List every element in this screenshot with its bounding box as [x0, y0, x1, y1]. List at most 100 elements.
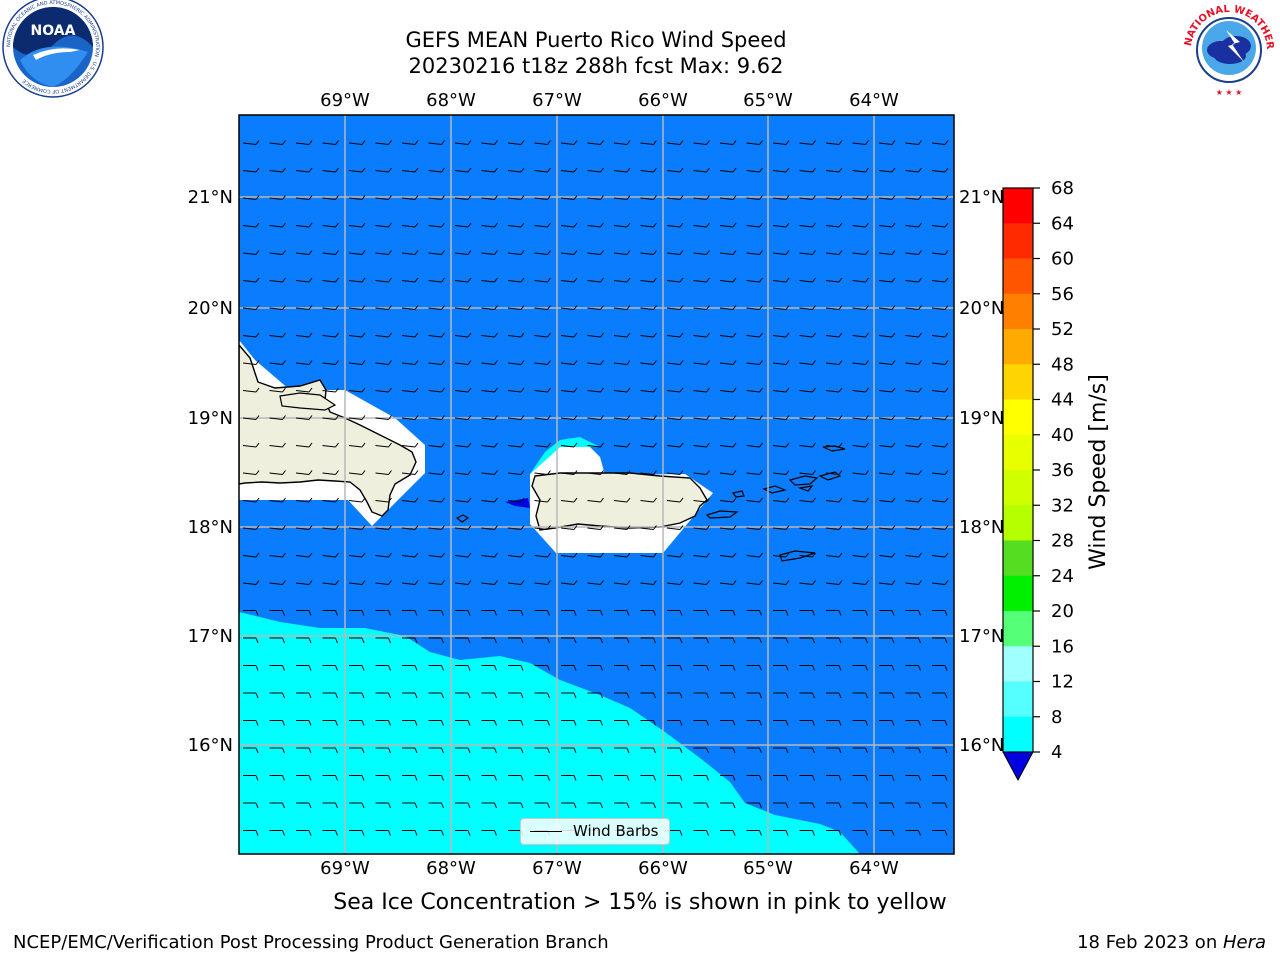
wind-barb — [534, 332, 551, 338]
wind-barb — [295, 195, 313, 200]
wind-barb — [243, 665, 259, 671]
wind-barb — [693, 305, 710, 310]
wind-barb — [693, 747, 709, 754]
wind-barb — [905, 470, 922, 475]
wind-barb — [375, 167, 392, 173]
colorbar-segment — [1003, 681, 1033, 718]
wind-barb — [905, 222, 922, 228]
wind-barb — [560, 140, 578, 145]
wind-barb — [746, 747, 762, 754]
virgin-islands-4 — [797, 485, 814, 492]
wind-barb — [242, 140, 260, 145]
wind-barb — [640, 195, 657, 200]
wind-barb — [481, 552, 498, 558]
wind-barb — [852, 610, 868, 616]
wind-barb — [375, 830, 391, 836]
wind-barb — [375, 747, 391, 754]
wind-barb — [560, 305, 578, 310]
wind-barb — [905, 305, 922, 310]
wind-barb — [454, 470, 472, 475]
wind-barb — [799, 637, 815, 644]
wind-barb — [322, 250, 339, 255]
wind-barb — [773, 637, 789, 644]
wind-barb — [613, 250, 631, 255]
wind-barb — [666, 580, 684, 585]
wind-barb — [878, 250, 896, 255]
wind-barb — [640, 222, 657, 228]
colorbar-segment — [1003, 611, 1033, 647]
wind-barb — [693, 277, 710, 283]
colorbar-tick-label: 56 — [1051, 284, 1074, 305]
wind-barb — [295, 387, 313, 393]
wind-barb — [322, 305, 339, 310]
wind-barb — [773, 692, 789, 699]
wind-barb — [481, 665, 497, 671]
wind-barb — [587, 610, 603, 616]
wind-barb — [534, 637, 550, 644]
wind-barb — [799, 167, 816, 173]
wind-barb — [693, 442, 710, 448]
wind-barb — [375, 692, 391, 699]
wind-barb — [667, 720, 683, 726]
wind-barb — [428, 470, 445, 475]
wind-barb — [507, 195, 525, 200]
wind-barb — [428, 250, 445, 255]
wind-barb — [746, 802, 762, 809]
wind-barb — [534, 277, 551, 283]
wind-barb — [878, 360, 896, 365]
wind-barb — [375, 360, 392, 365]
wind-barb — [243, 802, 259, 809]
wind-barb — [348, 250, 366, 255]
wind-barb — [825, 360, 843, 365]
wind-barb — [931, 167, 949, 173]
map-subtitle: 20230216 t18z 288h fcst Max: 9.62 — [408, 54, 784, 78]
wind-barb — [534, 552, 551, 558]
wind-barb — [640, 637, 656, 644]
wind-barb — [348, 222, 366, 228]
wind-barb — [640, 552, 657, 558]
wind-barb — [508, 637, 524, 644]
wind-barb — [295, 332, 313, 338]
wind-barb — [614, 637, 630, 644]
wind-barb — [375, 387, 392, 393]
wind-barb — [932, 610, 948, 616]
wind-barb — [534, 665, 550, 671]
wind-barb — [905, 552, 922, 558]
wind-barb — [269, 305, 286, 310]
wind-barb — [613, 525, 631, 530]
wind-barb — [613, 360, 631, 365]
wind-barb — [296, 720, 312, 726]
wind-barb — [295, 525, 313, 530]
wind-barb — [242, 167, 260, 173]
wind-barb — [295, 442, 313, 448]
wind-barb — [587, 637, 603, 644]
wind-barb — [561, 610, 577, 616]
vieques-island — [705, 510, 739, 519]
wind-barb — [773, 830, 789, 836]
wind-barb — [269, 637, 285, 644]
wind-barb — [402, 775, 418, 781]
lat-label-left: 19°N — [188, 408, 233, 429]
wind-barb — [772, 277, 790, 283]
wind-barb — [667, 637, 683, 644]
wind-barb — [534, 222, 551, 228]
lat-label-left: 21°N — [188, 187, 233, 208]
lat-label-right: 16°N — [959, 735, 1004, 756]
wind-barb — [348, 195, 366, 200]
wind-barb — [878, 195, 896, 200]
wind-barb — [296, 665, 312, 671]
wind-barb — [534, 610, 550, 616]
wind-barb — [481, 525, 498, 530]
wind-barb — [799, 692, 815, 699]
wind-barb — [454, 442, 472, 448]
wind-barb — [613, 470, 631, 475]
hispaniola-island-tortuga — [279, 392, 337, 411]
wind-barb — [560, 387, 578, 393]
wind-barb — [507, 442, 525, 448]
wind-barb — [375, 580, 392, 585]
lat-label-right: 17°N — [959, 626, 1004, 647]
wind-barb — [242, 387, 260, 393]
wind-barb — [852, 305, 869, 310]
colorbar-tick-label: 36 — [1051, 460, 1074, 481]
wind-barb — [932, 802, 948, 809]
